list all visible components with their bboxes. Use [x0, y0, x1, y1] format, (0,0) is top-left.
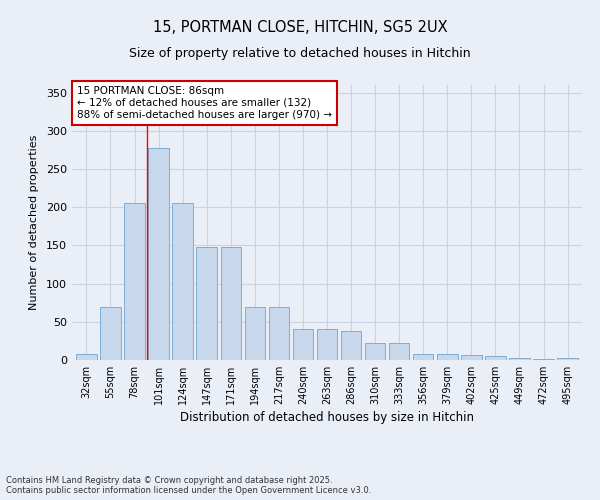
- Bar: [172, 204, 193, 360]
- Bar: [341, 331, 361, 360]
- Bar: [100, 306, 121, 360]
- Bar: [365, 343, 385, 360]
- Bar: [485, 356, 506, 360]
- Bar: [557, 358, 578, 360]
- Bar: [437, 354, 458, 360]
- Bar: [196, 247, 217, 360]
- Bar: [413, 354, 433, 360]
- Bar: [293, 330, 313, 360]
- Bar: [76, 354, 97, 360]
- Y-axis label: Number of detached properties: Number of detached properties: [29, 135, 39, 310]
- X-axis label: Distribution of detached houses by size in Hitchin: Distribution of detached houses by size …: [180, 411, 474, 424]
- Text: 15, PORTMAN CLOSE, HITCHIN, SG5 2UX: 15, PORTMAN CLOSE, HITCHIN, SG5 2UX: [152, 20, 448, 35]
- Bar: [317, 330, 337, 360]
- Bar: [389, 343, 409, 360]
- Bar: [148, 148, 169, 360]
- Bar: [245, 306, 265, 360]
- Bar: [509, 358, 530, 360]
- Bar: [124, 204, 145, 360]
- Bar: [221, 247, 241, 360]
- Text: Size of property relative to detached houses in Hitchin: Size of property relative to detached ho…: [129, 48, 471, 60]
- Text: 15 PORTMAN CLOSE: 86sqm
← 12% of detached houses are smaller (132)
88% of semi-d: 15 PORTMAN CLOSE: 86sqm ← 12% of detache…: [77, 86, 332, 120]
- Text: Contains HM Land Registry data © Crown copyright and database right 2025.
Contai: Contains HM Land Registry data © Crown c…: [6, 476, 371, 495]
- Bar: [461, 356, 482, 360]
- Bar: [533, 359, 554, 360]
- Bar: [269, 306, 289, 360]
